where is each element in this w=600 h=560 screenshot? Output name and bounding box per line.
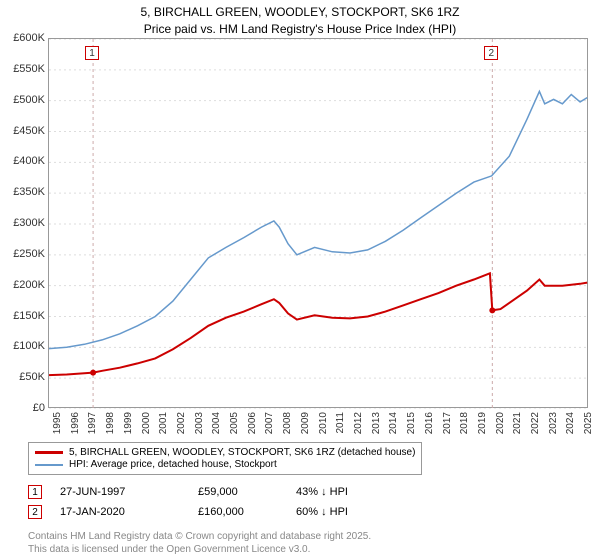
y-tick-label: £550K <box>13 63 45 75</box>
x-tick-label: 2011 <box>335 412 346 434</box>
title-line1: 5, BIRCHALL GREEN, WOODLEY, STOCKPORT, S… <box>0 4 600 21</box>
event-price-1: £59,000 <box>198 486 278 498</box>
x-tick-label: 2015 <box>406 412 417 434</box>
y-tick-label: £500K <box>13 94 45 106</box>
legend-item-hpi: HPI: Average price, detached house, Stoc… <box>35 459 415 470</box>
footer-line2: This data is licensed under the Open Gov… <box>28 543 371 556</box>
y-tick-label: £50K <box>19 371 45 383</box>
x-tick-label: 2020 <box>495 412 506 434</box>
legend: 5, BIRCHALL GREEN, WOODLEY, STOCKPORT, S… <box>28 442 422 475</box>
legend-item-price: 5, BIRCHALL GREEN, WOODLEY, STOCKPORT, S… <box>35 447 415 458</box>
chart-marker-2: 2 <box>484 46 498 60</box>
event-date-2: 17-JAN-2020 <box>60 506 180 518</box>
x-tick-label: 2018 <box>459 412 470 434</box>
chart-title: 5, BIRCHALL GREEN, WOODLEY, STOCKPORT, S… <box>0 0 600 38</box>
footer: Contains HM Land Registry data © Crown c… <box>28 530 371 556</box>
y-tick-label: £300K <box>13 217 45 229</box>
x-tick-label: 1996 <box>70 412 81 434</box>
event-marker-2: 2 <box>28 505 42 519</box>
x-tick-label: 2025 <box>583 412 594 434</box>
x-tick-label: 2012 <box>353 412 364 434</box>
x-tick-label: 2022 <box>530 412 541 434</box>
x-tick-label: 2000 <box>141 412 152 434</box>
x-tick-label: 2023 <box>548 412 559 434</box>
x-tick-label: 2009 <box>300 412 311 434</box>
x-tick-label: 1998 <box>105 412 116 434</box>
x-tick-label: 2019 <box>477 412 488 434</box>
event-row-1: 1 27-JUN-1997 £59,000 43% ↓ HPI <box>28 482 348 502</box>
legend-label-hpi: HPI: Average price, detached house, Stoc… <box>69 459 277 470</box>
y-tick-label: £100K <box>13 340 45 352</box>
x-tick-label: 2005 <box>229 412 240 434</box>
y-tick-label: £150K <box>13 310 45 322</box>
title-line2: Price paid vs. HM Land Registry's House … <box>0 21 600 38</box>
event-row-2: 2 17-JAN-2020 £160,000 60% ↓ HPI <box>28 502 348 522</box>
y-tick-label: £350K <box>13 186 45 198</box>
x-tick-label: 1997 <box>87 412 98 434</box>
event-price-2: £160,000 <box>198 506 278 518</box>
y-tick-label: £0 <box>33 402 45 414</box>
event-marker-1: 1 <box>28 485 42 499</box>
x-tick-label: 1995 <box>52 412 63 434</box>
x-tick-label: 2003 <box>194 412 205 434</box>
x-tick-label: 2004 <box>211 412 222 434</box>
legend-label-price: 5, BIRCHALL GREEN, WOODLEY, STOCKPORT, S… <box>69 447 415 458</box>
x-tick-label: 2002 <box>176 412 187 434</box>
y-tick-label: £200K <box>13 279 45 291</box>
y-tick-label: £600K <box>13 32 45 44</box>
x-tick-label: 2008 <box>282 412 293 434</box>
x-tick-label: 1999 <box>123 412 134 434</box>
event-table: 1 27-JUN-1997 £59,000 43% ↓ HPI 2 17-JAN… <box>28 482 348 522</box>
x-tick-label: 2017 <box>442 412 453 434</box>
legend-swatch-hpi <box>35 464 63 466</box>
y-tick-label: £450K <box>13 125 45 137</box>
legend-swatch-price <box>35 451 63 454</box>
x-tick-label: 2016 <box>424 412 435 434</box>
x-tick-label: 2014 <box>388 412 399 434</box>
event-delta-1: 43% ↓ HPI <box>296 486 348 498</box>
x-tick-label: 2001 <box>158 412 169 434</box>
x-tick-label: 2006 <box>247 412 258 434</box>
x-tick-label: 2010 <box>318 412 329 434</box>
x-tick-label: 2021 <box>512 412 523 434</box>
x-tick-label: 2024 <box>565 412 576 434</box>
footer-line1: Contains HM Land Registry data © Crown c… <box>28 530 371 543</box>
event-date-1: 27-JUN-1997 <box>60 486 180 498</box>
y-tick-label: £400K <box>13 155 45 167</box>
y-tick-label: £250K <box>13 248 45 260</box>
chart-marker-1: 1 <box>85 46 99 60</box>
chart-svg <box>49 39 589 409</box>
event-delta-2: 60% ↓ HPI <box>296 506 348 518</box>
chart-plot-area <box>48 38 588 408</box>
x-tick-label: 2013 <box>371 412 382 434</box>
x-tick-label: 2007 <box>264 412 275 434</box>
